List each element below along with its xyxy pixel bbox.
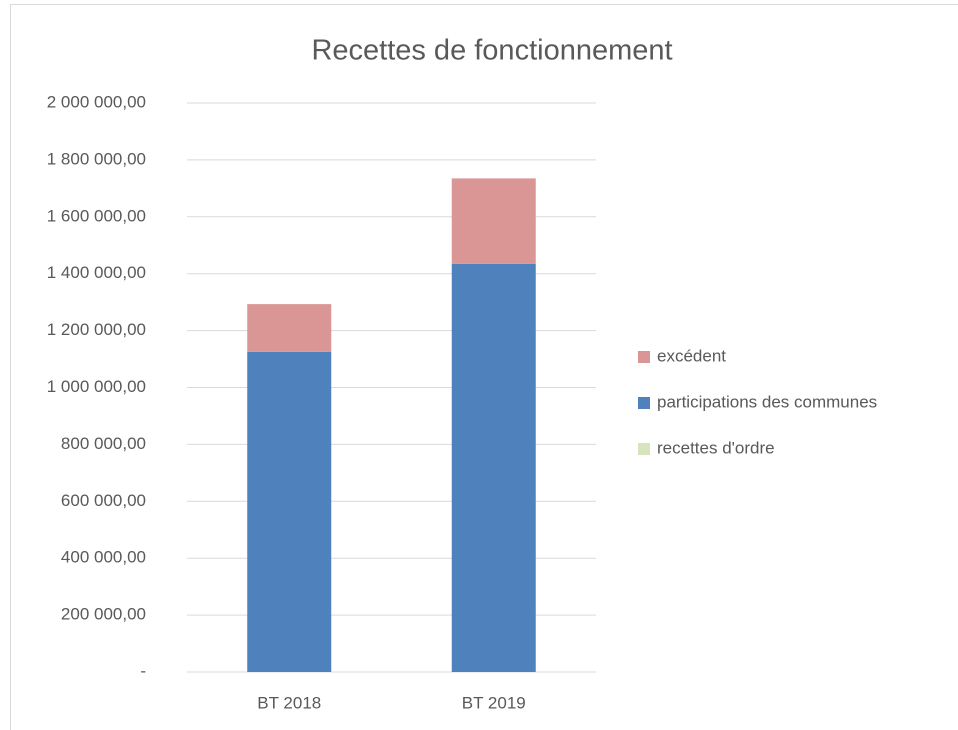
y-tick-label: 1 800 000,00 [47, 149, 146, 168]
x-tick-label: BT 2019 [462, 693, 526, 712]
x-tick-label: BT 2018 [257, 693, 321, 712]
legend-label: participations des communes [657, 392, 877, 411]
y-tick-label: 400 000,00 [61, 548, 146, 567]
bar-segment [451, 178, 536, 264]
y-tick-label: 1 000 000,00 [47, 377, 146, 396]
legend-label: excédent [657, 346, 726, 365]
legend-swatch [638, 351, 650, 363]
legend-swatch [638, 443, 650, 455]
legend-swatch [638, 397, 650, 409]
y-tick-label: 200 000,00 [61, 605, 146, 624]
bar-segment [247, 351, 332, 672]
bar-segment [247, 304, 332, 352]
y-tick-label: 800 000,00 [61, 434, 146, 453]
y-tick-label: - [140, 661, 146, 680]
y-tick-label: 1 600 000,00 [47, 206, 146, 225]
bar-segment [451, 263, 536, 672]
legend-label: recettes d'ordre [657, 438, 775, 457]
y-tick-label: 600 000,00 [61, 491, 146, 510]
y-tick-label: 1 200 000,00 [47, 320, 146, 339]
chart-title: Recettes de fonctionnement [311, 35, 672, 67]
y-tick-label: 2 000 000,00 [47, 92, 146, 111]
y-tick-label: 1 400 000,00 [47, 263, 146, 282]
